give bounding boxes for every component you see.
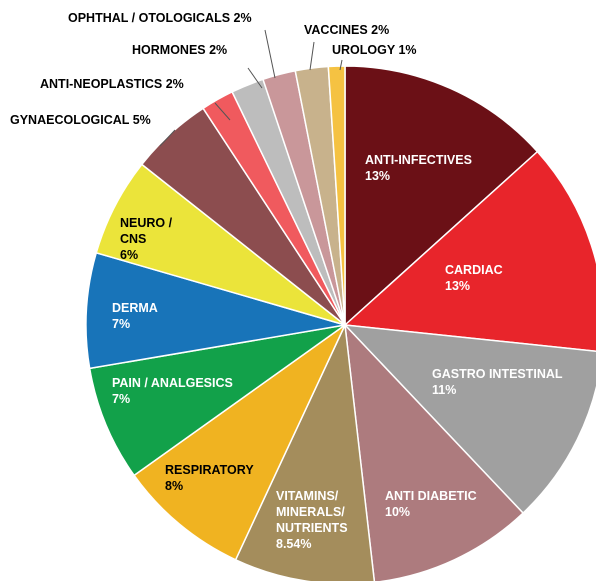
category-label: GYNAECOLOGICAL — [10, 113, 130, 127]
leader-line — [339, 59, 343, 71]
category-label: ANTI DIABETIC — [385, 489, 477, 503]
slice-label: UROLOGY 1% — [332, 42, 417, 58]
pie-slice — [343, 150, 596, 352]
value-label: 5% — [132, 113, 151, 127]
leader-line — [247, 67, 263, 89]
value-label: 13% — [365, 169, 391, 183]
value-label: 8.54% — [276, 537, 312, 551]
slice-label: DERMA 7% — [112, 300, 158, 332]
category-label: VITAMINS/ MINERALS/ NUTRIENTS — [276, 489, 348, 535]
category-label: ANTI-INFECTIVES — [365, 153, 472, 167]
slice-label: OPHTHAL / OTOLOGICALS 2% — [68, 10, 252, 26]
leader-line — [214, 102, 231, 121]
value-label: 1% — [398, 43, 417, 57]
value-label: 7% — [112, 392, 131, 406]
category-label: UROLOGY — [332, 43, 395, 57]
value-label: 13% — [445, 279, 471, 293]
slice-label: GYNAECOLOGICAL 5% — [10, 112, 151, 128]
category-label: DERMA — [112, 301, 158, 315]
pie-slice — [343, 324, 596, 515]
value-label: 2% — [233, 11, 252, 25]
category-label: OPHTHAL / OTOLOGICALS — [68, 11, 231, 25]
category-label: GASTRO INTESTINAL — [432, 367, 563, 381]
leader-line — [159, 129, 176, 147]
pie-slice — [327, 65, 346, 326]
category-label: VACCINES — [304, 23, 368, 37]
slice-label: ANTI-INFECTIVES 13% — [365, 152, 472, 184]
category-label: PAIN / ANALGESICS — [112, 376, 233, 390]
value-label: 8% — [165, 479, 184, 493]
leader-line — [264, 29, 276, 79]
pie-slice — [344, 65, 539, 327]
category-label: ANTI-NEOPLASTICS — [40, 77, 163, 91]
slice-label: NEURO / CNS 6% — [120, 215, 200, 263]
pie-slice — [133, 322, 347, 561]
slice-label: HORMONES 2% — [132, 42, 227, 58]
slice-label: ANTI DIABETIC 10% — [385, 488, 477, 520]
value-label: 10% — [385, 505, 411, 519]
value-label: 2% — [371, 23, 390, 37]
category-label: CARDIAC — [445, 263, 503, 277]
slice-label: VACCINES 2% — [304, 22, 389, 38]
category-label: NEURO / CNS — [120, 216, 173, 246]
slice-label: PAIN / ANALGESICS 7% — [112, 375, 233, 407]
slice-label: ANTI-NEOPLASTICS 2% — [40, 76, 184, 92]
slice-label: CARDIAC 13% — [445, 262, 503, 294]
category-label: RESPIRATORY — [165, 463, 254, 477]
value-label: 2% — [165, 77, 184, 91]
leader-line — [309, 41, 315, 71]
slice-label: GASTRO INTESTINAL 11% — [432, 366, 563, 398]
value-label: 11% — [432, 383, 457, 397]
slice-label: VITAMINS/ MINERALS/ NUTRIENTS 8.54% — [276, 488, 356, 552]
slice-label: RESPIRATORY 8% — [165, 462, 254, 494]
value-label: 6% — [120, 248, 139, 262]
value-label: 7% — [112, 317, 131, 331]
pie-slice — [88, 324, 346, 477]
pie-slice — [85, 251, 346, 370]
value-label: 2% — [209, 43, 228, 57]
category-label: HORMONES — [132, 43, 206, 57]
